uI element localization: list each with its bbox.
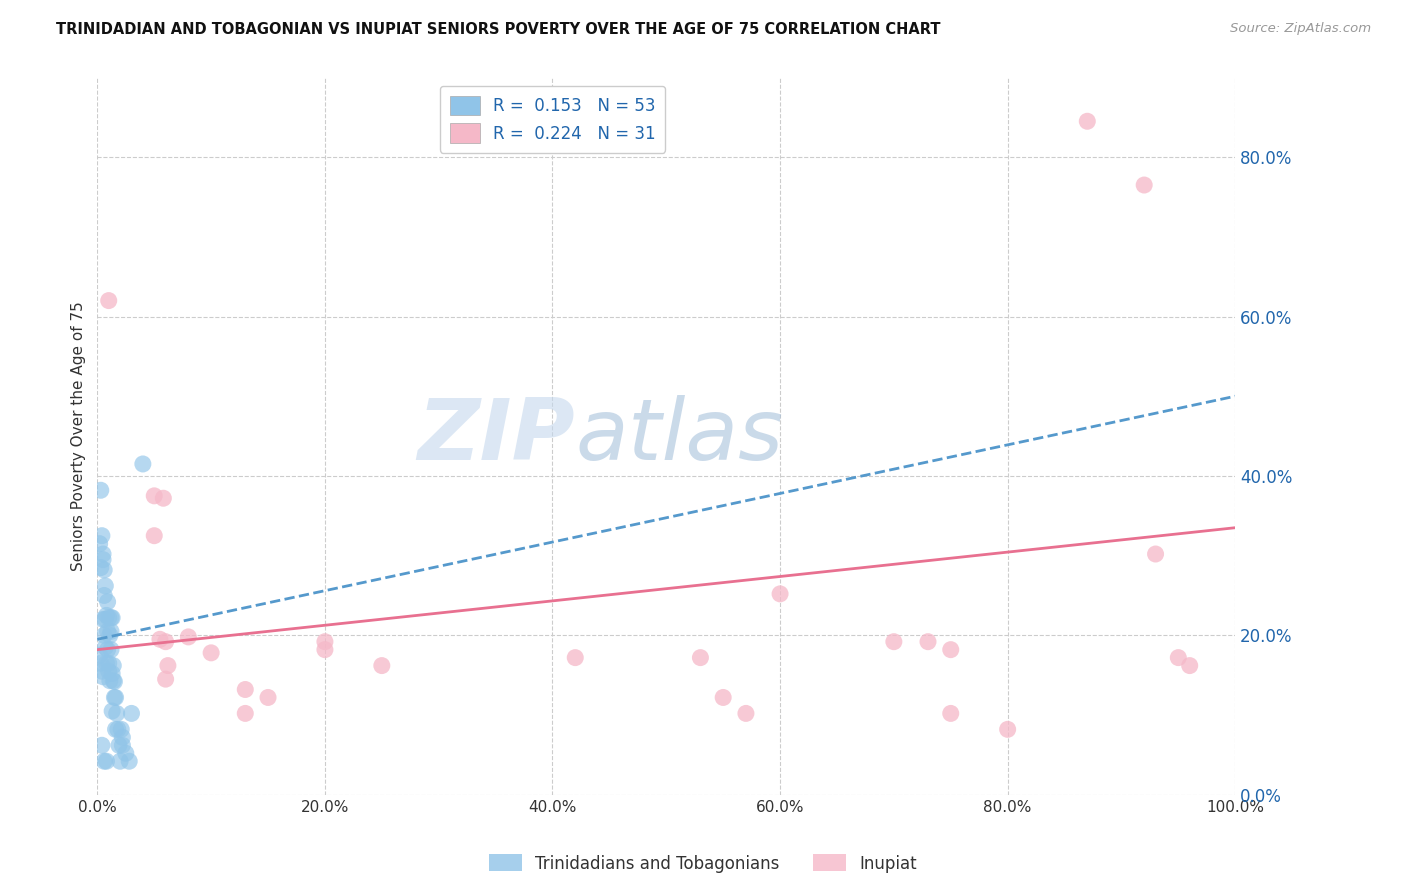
- Point: [96, 754, 118, 768]
- Point: [97, 642, 120, 657]
- Point: [101, 611, 124, 625]
- Point: [90, 560, 112, 574]
- Y-axis label: Seniors Poverty Over the Age of 75: Seniors Poverty Over the Age of 75: [72, 301, 86, 571]
- Point: [711, 690, 734, 705]
- Point: [91, 547, 114, 561]
- Point: [94, 612, 117, 626]
- Point: [143, 489, 166, 503]
- Point: [939, 642, 962, 657]
- Point: [89, 648, 111, 663]
- Point: [97, 293, 120, 308]
- Point: [90, 739, 112, 753]
- Point: [103, 690, 125, 705]
- Point: [371, 658, 394, 673]
- Point: [103, 674, 125, 689]
- Point: [735, 706, 758, 721]
- Point: [233, 706, 256, 721]
- Point: [91, 552, 114, 566]
- Point: [107, 723, 129, 737]
- Point: [114, 746, 136, 760]
- Point: [233, 682, 256, 697]
- Point: [96, 656, 118, 670]
- Point: [149, 632, 172, 647]
- Point: [94, 579, 117, 593]
- Point: [257, 690, 280, 705]
- Point: [110, 723, 132, 737]
- Point: [314, 634, 336, 648]
- Point: [917, 634, 939, 648]
- Point: [97, 595, 120, 609]
- Point: [91, 670, 114, 684]
- Point: [152, 491, 174, 506]
- Point: [104, 690, 127, 705]
- Point: [100, 611, 122, 625]
- Point: [97, 664, 120, 678]
- Point: [94, 640, 117, 655]
- Point: [121, 706, 143, 721]
- Point: [91, 612, 114, 626]
- Point: [90, 483, 112, 498]
- Point: [90, 656, 112, 670]
- Point: [1076, 114, 1098, 128]
- Text: atlas: atlas: [575, 394, 783, 477]
- Point: [1133, 178, 1156, 192]
- Point: [97, 624, 120, 639]
- Point: [1178, 658, 1201, 673]
- Point: [100, 624, 122, 639]
- Point: [101, 704, 124, 718]
- Point: [100, 642, 122, 657]
- Point: [689, 650, 711, 665]
- Point: [939, 706, 962, 721]
- Point: [156, 658, 179, 673]
- Point: [90, 664, 112, 678]
- Point: [96, 608, 118, 623]
- Point: [103, 658, 125, 673]
- Point: [93, 754, 115, 768]
- Legend: R =  0.153   N = 53, R =  0.224   N = 31: R = 0.153 N = 53, R = 0.224 N = 31: [440, 86, 665, 153]
- Point: [108, 754, 131, 768]
- Text: ZIP: ZIP: [418, 394, 575, 477]
- Point: [111, 739, 134, 753]
- Point: [98, 628, 121, 642]
- Point: [101, 666, 124, 681]
- Text: Source: ZipAtlas.com: Source: ZipAtlas.com: [1230, 22, 1371, 36]
- Text: TRINIDADIAN AND TOBAGONIAN VS INUPIAT SENIORS POVERTY OVER THE AGE OF 75 CORRELA: TRINIDADIAN AND TOBAGONIAN VS INUPIAT SE…: [56, 22, 941, 37]
- Point: [93, 589, 115, 603]
- Point: [883, 634, 905, 648]
- Point: [1167, 650, 1189, 665]
- Point: [89, 536, 111, 550]
- Point: [97, 656, 120, 670]
- Point: [105, 706, 128, 721]
- Point: [103, 673, 125, 688]
- Point: [177, 630, 200, 644]
- Point: [1144, 547, 1167, 561]
- Point: [155, 634, 177, 648]
- Point: [104, 723, 127, 737]
- Point: [769, 587, 792, 601]
- Point: [93, 628, 115, 642]
- Point: [997, 723, 1019, 737]
- Point: [314, 642, 336, 657]
- Point: [118, 754, 141, 768]
- Point: [97, 611, 120, 625]
- Point: [111, 731, 134, 745]
- Point: [132, 457, 155, 471]
- Legend: Trinidadians and Tobagonians, Inupiat: Trinidadians and Tobagonians, Inupiat: [482, 847, 924, 880]
- Point: [90, 529, 112, 543]
- Point: [143, 529, 166, 543]
- Point: [564, 650, 586, 665]
- Point: [200, 646, 222, 660]
- Point: [93, 563, 115, 577]
- Point: [108, 739, 131, 753]
- Point: [155, 672, 177, 686]
- Point: [98, 673, 121, 688]
